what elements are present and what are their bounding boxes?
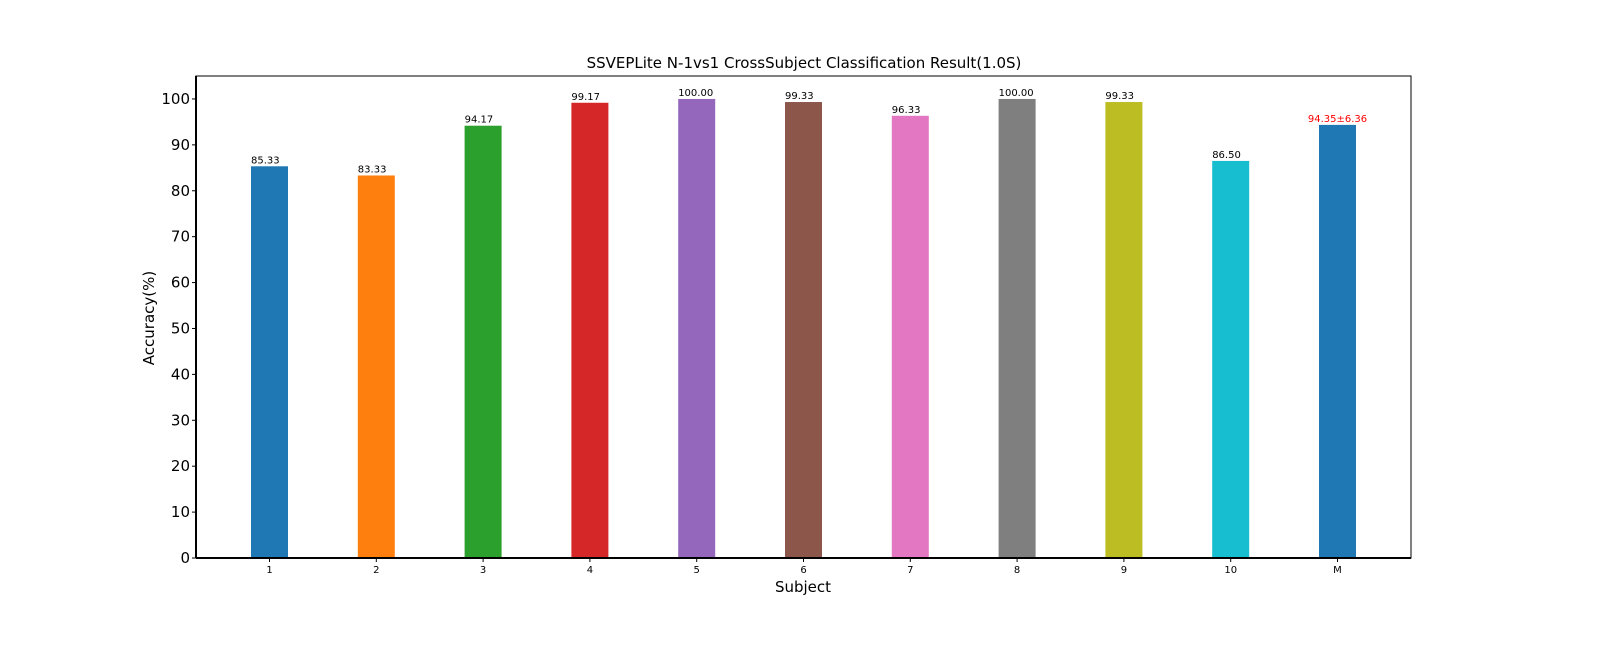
value-label-M: 94.35±6.36 bbox=[1308, 114, 1367, 125]
y-tick-label-70: 70 bbox=[171, 228, 190, 246]
y-tick-label-90: 90 bbox=[171, 136, 190, 154]
y-tick-label-40: 40 bbox=[171, 365, 190, 383]
bar-M bbox=[1319, 124, 1356, 558]
y-tick-label-50: 50 bbox=[171, 319, 190, 337]
bar-1 bbox=[251, 166, 288, 558]
x-axis-label: Subject bbox=[775, 578, 831, 596]
chart-title: SSVEPLite N-1vs1 CrossSubject Classifica… bbox=[587, 54, 1022, 72]
y-tick-label-20: 20 bbox=[171, 457, 190, 475]
bar-6 bbox=[785, 102, 822, 558]
bar-9 bbox=[1105, 102, 1143, 558]
value-labels-group: 85.33 83.33 94.17 99.17 100.00 99.33 96.33 100.… bbox=[251, 88, 1367, 176]
x-tick-label-5: 5 bbox=[694, 565, 700, 576]
x-tick-label-6: 6 bbox=[800, 565, 806, 576]
x-tick-label-4: 4 bbox=[587, 565, 593, 576]
value-label-1: 85.33 bbox=[251, 155, 280, 166]
x-tick-label-8: 8 bbox=[1014, 565, 1020, 576]
bar-2 bbox=[357, 175, 395, 558]
x-axis: 1 2 3 4 5 6 7 8 9 10 M bbox=[266, 558, 1342, 576]
value-label-4: 99.17 bbox=[571, 92, 600, 103]
value-label-7: 96.33 bbox=[892, 105, 921, 116]
y-tick-label-100: 100 bbox=[161, 90, 190, 108]
bar-5 bbox=[678, 98, 716, 558]
value-label-8: 100.00 bbox=[999, 88, 1034, 99]
x-tick-label-2: 2 bbox=[373, 565, 379, 576]
y-tick-label-80: 80 bbox=[171, 182, 190, 200]
value-label-6: 99.33 bbox=[785, 91, 814, 102]
x-tick-label-3: 3 bbox=[480, 565, 486, 576]
bar-4 bbox=[571, 102, 609, 558]
bar-3 bbox=[464, 125, 502, 559]
value-label-9: 99.33 bbox=[1105, 91, 1134, 102]
x-tick-label-M: M bbox=[1333, 565, 1342, 576]
value-label-2: 83.33 bbox=[358, 164, 387, 175]
y-tick-label-10: 10 bbox=[171, 503, 190, 521]
bar-7 bbox=[891, 115, 929, 558]
y-tick-label-30: 30 bbox=[171, 411, 190, 429]
value-label-3: 94.17 bbox=[465, 115, 494, 126]
x-tick-label-9: 9 bbox=[1121, 565, 1127, 576]
x-tick-label-7: 7 bbox=[907, 565, 913, 576]
bar-8 bbox=[998, 98, 1036, 558]
x-tick-label-1: 1 bbox=[266, 565, 272, 576]
bars-group bbox=[251, 98, 1356, 559]
x-tick-label-10: 10 bbox=[1224, 565, 1237, 576]
bar-10 bbox=[1212, 160, 1250, 558]
y-axis: 0 10 20 30 40 50 60 70 80 90 100 bbox=[161, 90, 196, 567]
y-tick-label-0: 0 bbox=[180, 549, 190, 567]
y-tick-label-60: 60 bbox=[171, 274, 190, 292]
y-axis-label: Accuracy(%) bbox=[140, 271, 158, 365]
value-label-5: 100.00 bbox=[678, 88, 713, 99]
value-label-10: 86.50 bbox=[1212, 150, 1241, 161]
